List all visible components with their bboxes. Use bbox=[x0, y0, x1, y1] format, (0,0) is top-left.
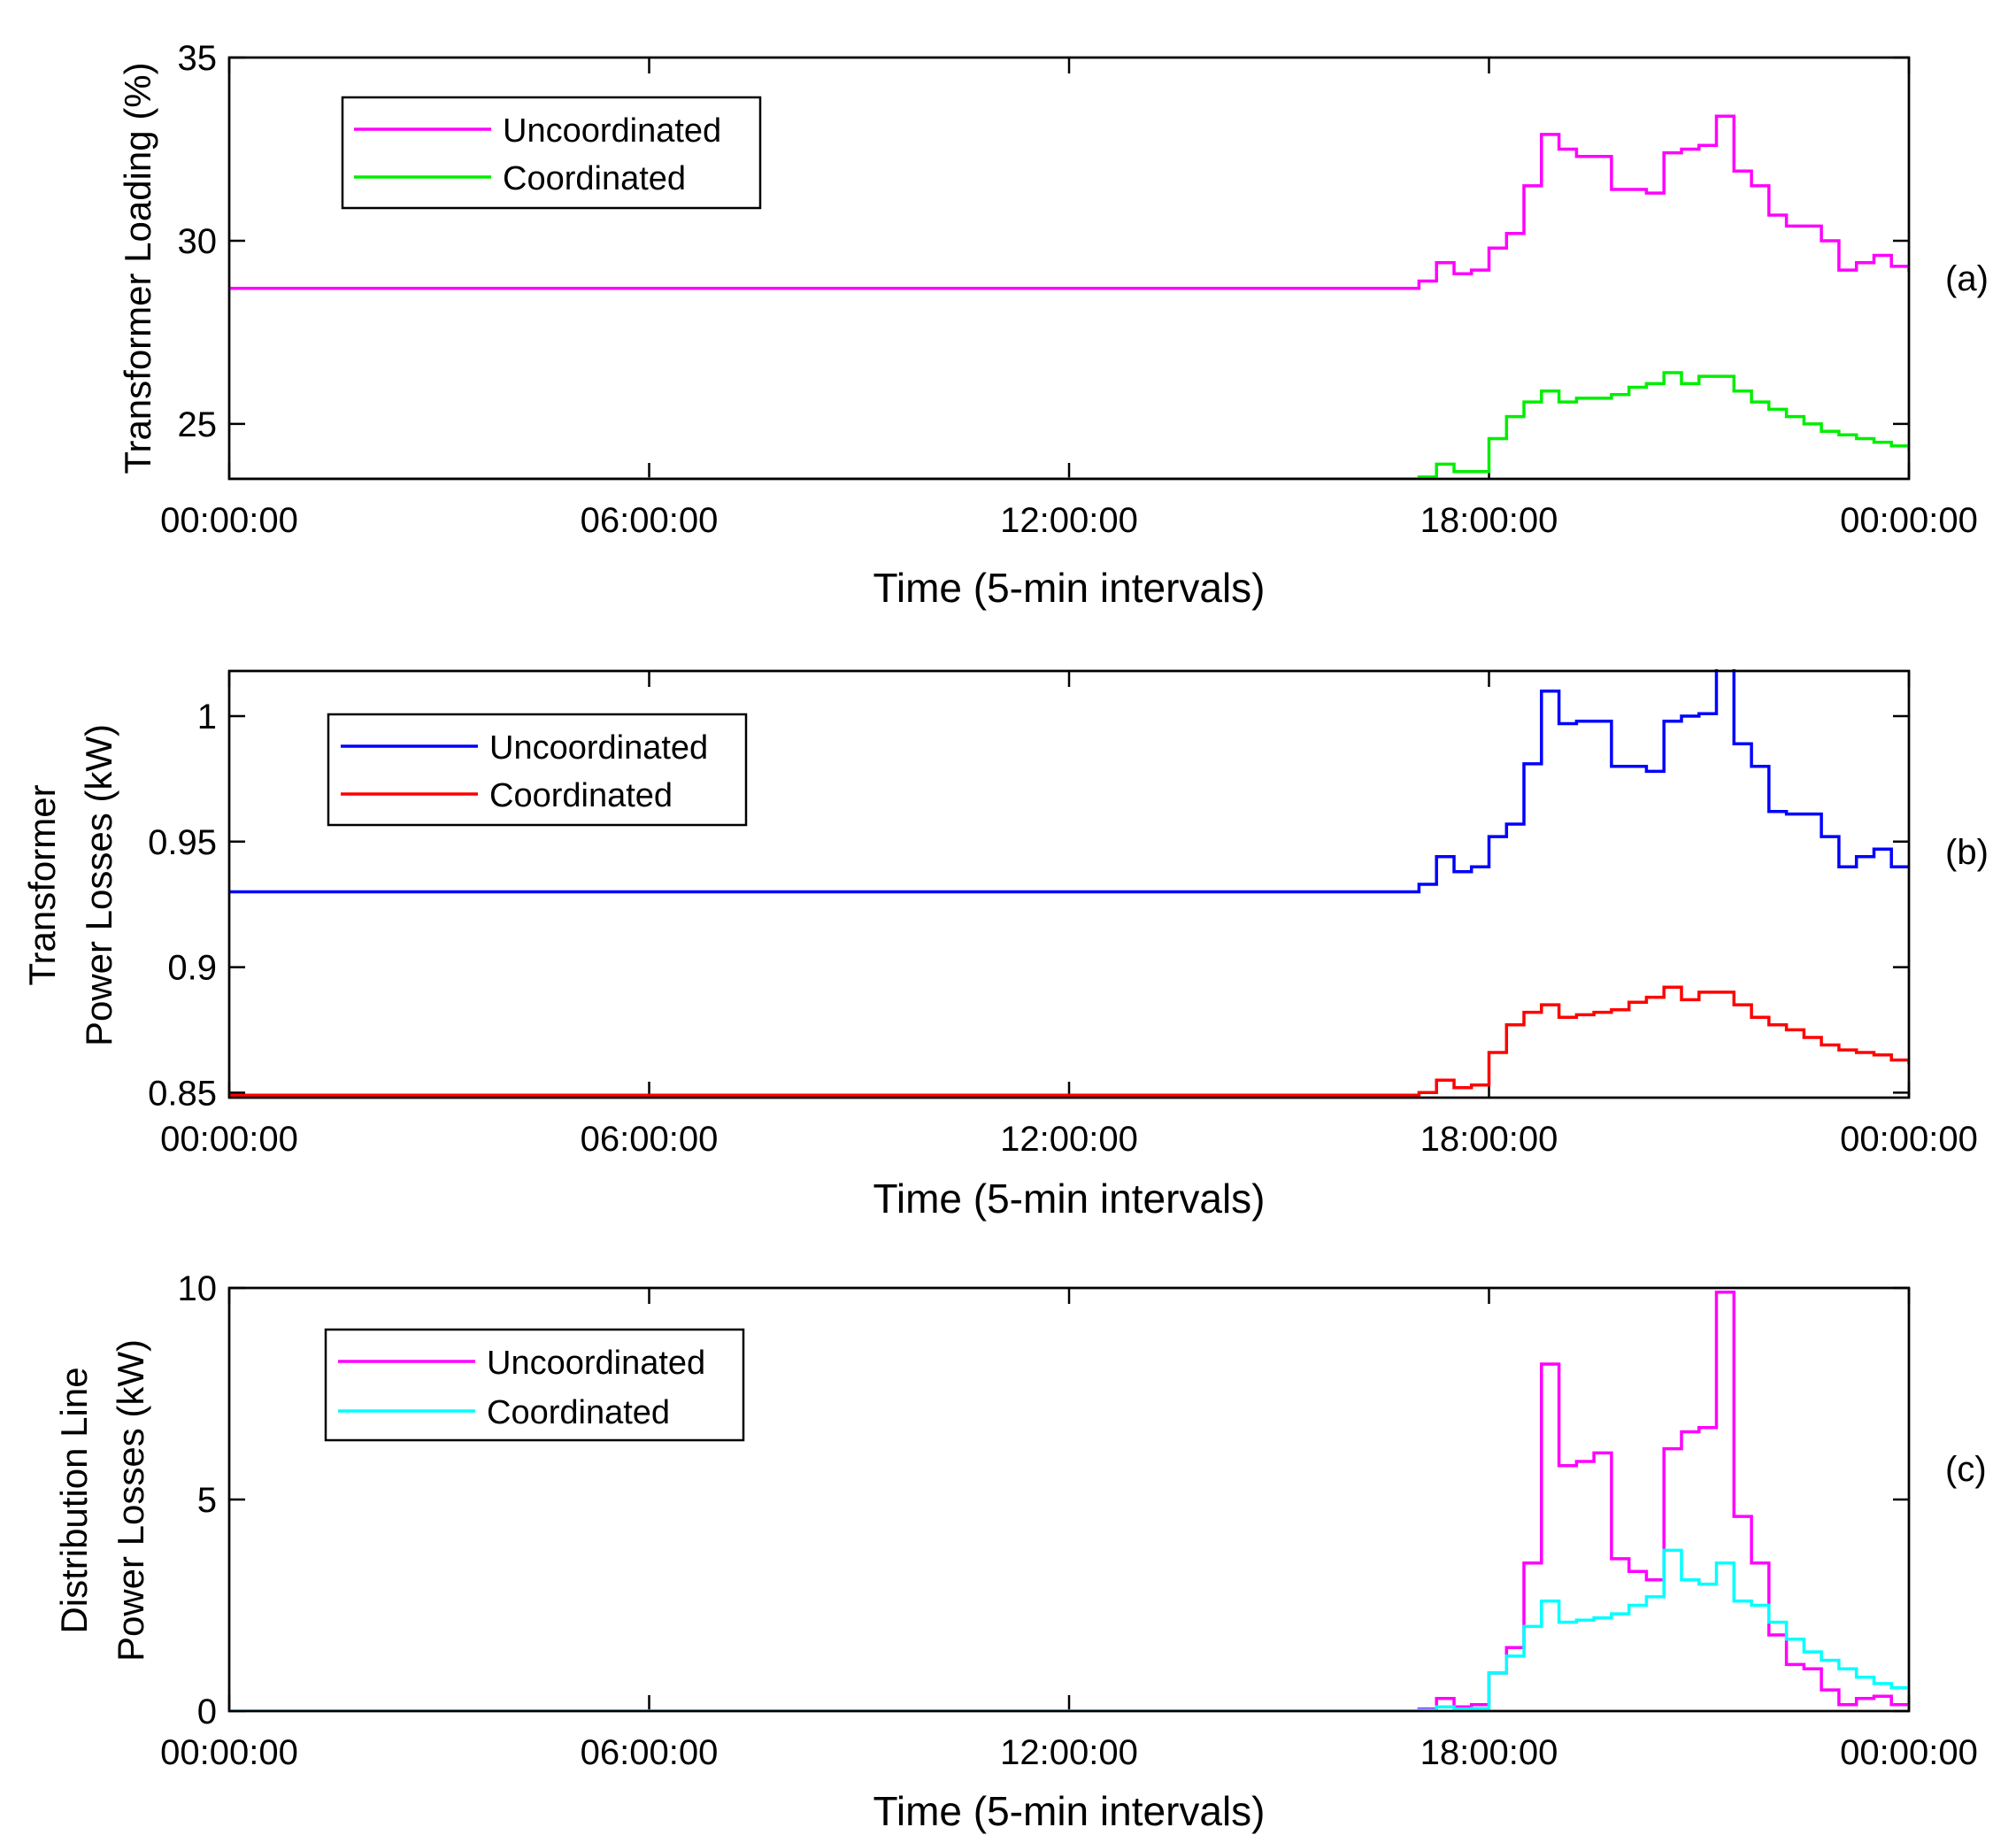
chart-b-yticks: 0.85 0.9 0.95 1 bbox=[148, 698, 1909, 1113]
chart-b-ytick-label-0: 0.85 bbox=[148, 1074, 217, 1113]
chart-b-series-0-line bbox=[229, 669, 1909, 894]
chart-b: 0.85 0.9 0.95 1 00:00:00 06:00:00 12:00:00 18:… bbox=[21, 669, 1989, 1222]
chart-b-ytick-label-1: 0.9 bbox=[167, 949, 217, 988]
chart-c-ytick-label-1: 5 bbox=[197, 1481, 217, 1520]
chart-a-ytick-label-2: 35 bbox=[178, 39, 218, 78]
chart-c-xtick-label-1: 06:00:00 bbox=[581, 1733, 719, 1772]
chart-b-series-1-line bbox=[229, 985, 1909, 1097]
chart-a-legend-label-1: Coordinated bbox=[503, 160, 686, 197]
chart-a-series-0-line bbox=[229, 114, 1909, 290]
chart-c-xlabel: Time (5-min intervals) bbox=[873, 1788, 1265, 1834]
chart-b-ylabel-line2: Power Losses (kW) bbox=[78, 724, 119, 1046]
chart-c-panel-label: (c) bbox=[1945, 1450, 1987, 1489]
chart-c-xtick-label-0: 00:00:00 bbox=[160, 1733, 298, 1772]
chart-b-ylabel-line1: Transformer bbox=[21, 784, 63, 985]
chart-a-xtick-label-0: 00:00:00 bbox=[160, 501, 298, 540]
chart-c-legend: Uncoordinated Coordinated bbox=[324, 1328, 745, 1442]
chart-a-frame bbox=[227, 56, 1911, 481]
chart-b-ytick-label-3: 1 bbox=[197, 698, 217, 736]
chart-c-ytick-label-2: 10 bbox=[178, 1269, 218, 1308]
chart-a-xtick-label-2: 12:00:00 bbox=[1000, 501, 1138, 540]
chart-a-ylabel: Transformer Loading (%) bbox=[117, 62, 158, 474]
chart-c-legend-box bbox=[324, 1328, 745, 1442]
chart-c-ylabel-line1: Distribution Line bbox=[53, 1367, 95, 1633]
chart-c-xtick-label-4: 00:00:00 bbox=[1840, 1733, 1978, 1772]
chart-b-legend-box bbox=[327, 713, 748, 827]
chart-c-legend-label-1: Coordinated bbox=[487, 1394, 670, 1431]
chart-b-panel-label: (b) bbox=[1945, 833, 1989, 872]
chart-a-xtick-label-3: 18:00:00 bbox=[1420, 501, 1558, 540]
chart-a-legend: Uncoordinated Coordinated bbox=[341, 96, 762, 210]
chart-b-series bbox=[229, 669, 1909, 1097]
chart-b-xtick-label-3: 18:00:00 bbox=[1420, 1120, 1558, 1159]
chart-a-ytick-label-1: 30 bbox=[178, 222, 218, 261]
chart-b-frame bbox=[227, 669, 1911, 1099]
chart-b-xtick-label-1: 06:00:00 bbox=[581, 1120, 719, 1159]
chart-c-ytick-label-0: 0 bbox=[197, 1692, 217, 1731]
chart-a-xticks: 00:00:00 06:00:00 12:00:00 18:00:00 00:00:00 bbox=[160, 58, 1978, 540]
chart-b-xticks: 00:00:00 06:00:00 12:00:00 18:00:00 00:00:00 bbox=[160, 671, 1978, 1159]
chart-c-frame bbox=[227, 1286, 1911, 1713]
chart-a-series bbox=[229, 114, 1909, 479]
chart-a-xtick-label-4: 00:00:00 bbox=[1840, 501, 1978, 540]
chart-b-ytick-label-2: 0.95 bbox=[148, 823, 217, 862]
chart-b-xlabel: Time (5-min intervals) bbox=[873, 1176, 1265, 1222]
chart-b-xtick-label-0: 00:00:00 bbox=[160, 1120, 298, 1159]
chart-b-xtick-label-4: 00:00:00 bbox=[1840, 1120, 1978, 1159]
chart-c-xtick-label-3: 18:00:00 bbox=[1420, 1733, 1558, 1772]
chart-c-xtick-label-2: 12:00:00 bbox=[1000, 1733, 1138, 1772]
chart-a-legend-label-0: Uncoordinated bbox=[503, 112, 721, 150]
chart-c-legend-label-0: Uncoordinated bbox=[487, 1345, 705, 1382]
chart-c-series bbox=[229, 1291, 1909, 1711]
chart-b-xtick-label-2: 12:00:00 bbox=[1000, 1120, 1138, 1159]
chart-a-ytick-label-0: 25 bbox=[178, 405, 218, 444]
chart-b-legend-label-0: Uncoordinated bbox=[489, 729, 708, 767]
chart-c-xticks: 00:00:00 06:00:00 12:00:00 18:00:00 00:00:00 bbox=[160, 1288, 1978, 1772]
chart-c-ylabel-line2: Power Losses (kW) bbox=[110, 1339, 151, 1662]
chart-a-xtick-label-1: 06:00:00 bbox=[581, 501, 719, 540]
chart-b-legend: Uncoordinated Coordinated bbox=[327, 713, 748, 827]
chart-a-yticks: 25 30 35 bbox=[178, 39, 1909, 444]
chart-c-series-1-line bbox=[229, 1548, 1909, 1711]
chart-a-series-1-line bbox=[229, 371, 1909, 479]
chart-a-legend-box bbox=[341, 96, 762, 210]
chart-a-panel-label: (a) bbox=[1945, 259, 1989, 298]
chart-a-xlabel: Time (5-min intervals) bbox=[873, 565, 1265, 611]
chart-b-legend-label-1: Coordinated bbox=[489, 777, 673, 814]
